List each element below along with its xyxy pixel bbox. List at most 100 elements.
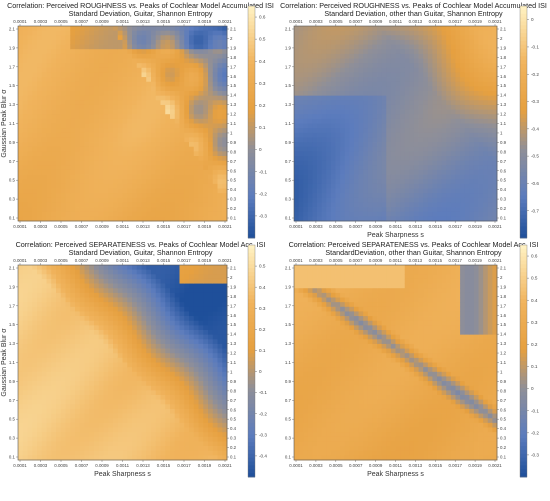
heatmap-cell <box>79 395 85 401</box>
heatmap-cell <box>317 165 323 171</box>
heatmap-cell <box>487 109 493 115</box>
heatmap-cell <box>79 174 85 180</box>
colorbar-segment <box>248 210 255 216</box>
heatmap-cell <box>32 26 38 32</box>
heatmap-cell <box>377 211 383 217</box>
heatmap-cell <box>298 142 304 148</box>
heatmap-cell <box>427 165 433 171</box>
heatmap-cell <box>483 44 489 50</box>
heatmap-cell <box>65 330 71 336</box>
heatmap-cell <box>27 44 33 50</box>
heatmap-cell <box>79 311 85 317</box>
y-tick-label: 0.5 <box>9 178 16 183</box>
heatmap-cell <box>437 26 443 32</box>
x-tick-label-top: 0.0009 <box>95 19 109 24</box>
heatmap-cell <box>51 288 57 294</box>
heatmap-cell <box>46 193 52 199</box>
heatmap-cell <box>381 188 387 194</box>
heatmap-cell <box>70 156 76 162</box>
heatmap-cell <box>330 39 336 45</box>
heatmap-cell <box>132 39 138 45</box>
heatmap-cell <box>41 422 47 428</box>
heatmap-cell <box>60 265 66 271</box>
heatmap-cell <box>65 343 71 349</box>
heatmap-cell <box>94 146 100 152</box>
heatmap-cell <box>165 100 171 106</box>
heatmap-cell <box>132 77 138 83</box>
heatmap-cell <box>41 441 47 447</box>
heatmap-cell <box>117 288 123 294</box>
heatmap-cell <box>37 334 43 340</box>
heatmap-cell <box>460 211 466 217</box>
heatmap-cell <box>75 67 81 73</box>
heatmap-cell <box>212 49 218 55</box>
heatmap-cell <box>367 216 373 222</box>
heatmap-cell <box>132 35 138 41</box>
heatmap-cell <box>330 123 336 129</box>
heatmap-cell <box>27 174 33 180</box>
heatmap-cell <box>170 156 176 162</box>
heatmap-cell <box>141 114 147 120</box>
heatmap-cell <box>404 137 410 143</box>
heatmap-cell <box>418 81 424 87</box>
heatmap-cell <box>478 202 484 208</box>
y-tick-label: 0.3 <box>285 197 292 202</box>
heatmap-cell <box>212 207 218 213</box>
heatmap-cell <box>460 100 466 106</box>
heatmap-cell <box>455 193 461 199</box>
heatmap-cell <box>455 188 461 194</box>
heatmap-cell <box>179 202 185 208</box>
heatmap-cell <box>60 72 66 78</box>
heatmap-cell <box>222 151 228 157</box>
heatmap-cell <box>22 207 28 213</box>
heatmap-cell <box>208 207 214 213</box>
heatmap-cell <box>75 142 81 148</box>
heatmap-cell <box>84 311 90 317</box>
heatmap-cell <box>193 35 199 41</box>
heatmap-cell <box>203 137 209 143</box>
heatmap-cell <box>122 35 128 41</box>
heatmap-cell <box>441 118 447 124</box>
heatmap-cell <box>117 325 123 331</box>
heatmap-cell <box>136 142 142 148</box>
heatmap-cell <box>27 357 33 363</box>
heatmap-cell <box>141 91 147 97</box>
heatmap-cell <box>294 188 300 194</box>
heatmap-cell <box>79 269 85 275</box>
heatmap-cell <box>413 104 419 110</box>
heatmap-cell <box>386 109 392 115</box>
heatmap-cell <box>113 86 119 92</box>
heatmap-cell <box>37 320 43 326</box>
heatmap-cell <box>89 339 95 345</box>
heatmap-cell <box>400 183 406 189</box>
heatmap-cell <box>98 169 104 175</box>
heatmap-cell <box>122 160 128 166</box>
heatmap-cell <box>56 53 62 59</box>
heatmap-cell <box>84 72 90 78</box>
heatmap-cell <box>212 91 218 97</box>
heatmap-cell <box>103 450 109 456</box>
heatmap-cell <box>75 91 81 97</box>
heatmap-cell <box>94 142 100 148</box>
colorbar-segment <box>520 83 527 88</box>
heatmap-cell <box>170 207 176 213</box>
heatmap-cell <box>404 165 410 171</box>
heatmap-cell <box>358 39 364 45</box>
colorbar-segment <box>520 21 527 26</box>
heatmap-cell <box>450 179 456 185</box>
heatmap-cell <box>184 91 190 97</box>
colorbar-segment <box>248 87 255 92</box>
heatmap-cell <box>18 278 24 284</box>
heatmap-cell <box>51 283 57 289</box>
heatmap-cell <box>103 72 109 78</box>
heatmap-cell <box>37 390 43 396</box>
heatmap-cell <box>75 353 81 359</box>
heatmap-cell <box>51 128 57 134</box>
heatmap-cell <box>353 160 359 166</box>
heatmap-cell <box>108 436 114 442</box>
heatmap-cell <box>65 114 71 120</box>
heatmap-cell <box>189 26 195 32</box>
heatmap-cell <box>46 95 52 101</box>
heatmap-cell <box>208 104 214 110</box>
heatmap-cell <box>160 202 166 208</box>
